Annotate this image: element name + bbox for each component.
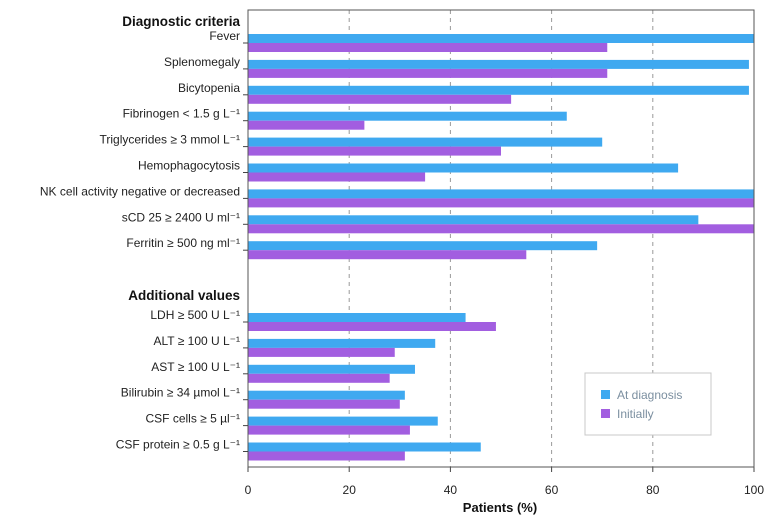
bar-at-diagnosis [248, 85, 749, 95]
bar-initially [248, 347, 395, 357]
x-axis-title: Patients (%) [463, 500, 537, 515]
category-label: sCD 25 ≥ 2400 U ml⁻¹ [122, 210, 240, 224]
category-label: Ferritin ≥ 500 ng ml⁻¹ [126, 236, 240, 250]
bar-initially [248, 120, 365, 130]
category-label: NK cell activity negative or decreased [40, 184, 240, 198]
bar-at-diagnosis [248, 390, 405, 400]
category-label: ALT ≥ 100 U L⁻¹ [153, 334, 240, 348]
x-tick-label: 0 [245, 483, 252, 497]
legend-swatch [601, 390, 610, 399]
bar-initially [248, 373, 390, 383]
x-tick-label: 80 [646, 483, 660, 497]
x-tick-label: 60 [545, 483, 559, 497]
axes: 0 20 40 60 80 100 [243, 9, 764, 497]
bar-at-diagnosis [248, 111, 567, 121]
bar-at-diagnosis [248, 241, 598, 251]
category-label: Triglycerides ≥ 3 mmol L⁻¹ [99, 133, 240, 147]
x-tick-label: 40 [444, 483, 458, 497]
bar-at-diagnosis [248, 163, 679, 173]
bar-initially [248, 172, 426, 182]
legend-label: Initially [617, 407, 654, 421]
legend-label: At diagnosis [617, 388, 682, 402]
bar-initially [248, 399, 400, 409]
bar-at-diagnosis [248, 364, 415, 374]
category-label: CSF cells ≥ 5 µl⁻¹ [145, 412, 240, 426]
plot-frame [247, 9, 755, 468]
category-label: LDH ≥ 500 U L⁻¹ [150, 308, 240, 322]
bar-initially [248, 451, 405, 461]
bar-at-diagnosis [248, 137, 603, 147]
bar-at-diagnosis [248, 34, 754, 43]
bar-initially [248, 198, 754, 208]
bar-at-diagnosis [248, 313, 466, 322]
legend: At diagnosis Initially [584, 372, 712, 436]
bar-initially [248, 425, 410, 435]
section-title: Diagnostic criteria [122, 14, 240, 29]
bar-initially [248, 224, 754, 234]
bar-initially [248, 43, 608, 52]
bar-at-diagnosis [248, 189, 754, 199]
bar-at-diagnosis [248, 416, 438, 426]
legend-swatch [601, 409, 610, 418]
bar-initially [248, 322, 496, 331]
category-label: CSF protein ≥ 0.5 g L⁻¹ [116, 438, 240, 452]
category-label: Hemophagocytosis [138, 159, 240, 173]
category-label: Splenomegaly [164, 55, 240, 69]
bar-initially [248, 94, 512, 104]
x-tick-label: 100 [744, 483, 764, 497]
legend-box [584, 372, 712, 436]
x-tick-label: 20 [343, 483, 357, 497]
category-label: Fever [209, 29, 240, 43]
bar-at-diagnosis [248, 442, 481, 452]
category-label: AST ≥ 100 U L⁻¹ [151, 360, 240, 374]
category-label: Bilirubin ≥ 34 µmol L⁻¹ [121, 386, 240, 400]
bar-initially [248, 146, 501, 156]
category-label: Fibrinogen < 1.5 g L⁻¹ [123, 107, 240, 121]
section-title: Additional values [128, 288, 240, 303]
bar-at-diagnosis [248, 338, 436, 348]
bar-initially [248, 68, 608, 78]
bar-at-diagnosis [248, 59, 749, 69]
bar-at-diagnosis [248, 215, 699, 225]
category-label: Bicytopenia [178, 81, 240, 95]
bars [248, 34, 754, 461]
bar-initially [248, 250, 527, 260]
